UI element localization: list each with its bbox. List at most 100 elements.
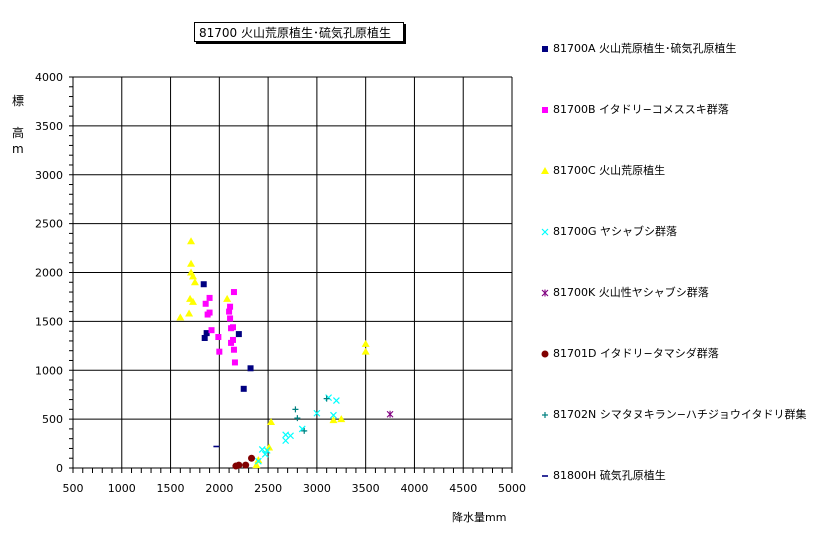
chart-title: 81700 火山荒原植生･硫気孔原植生: [194, 22, 404, 42]
data-point: [235, 461, 243, 469]
data-point: [329, 416, 338, 424]
x-tick-label: 1000: [108, 482, 136, 495]
legend-marker-shape: [542, 107, 548, 113]
legend-label: 81701D イタドリ−タマシダ群落: [553, 347, 719, 360]
grid-lines: [69, 76, 513, 473]
y-tick-label: 1500: [35, 315, 63, 328]
x-tick-label: 3500: [352, 482, 380, 495]
data-point: [247, 365, 254, 372]
legend-label: 81700B イタドリ−コメススキ群落: [553, 103, 729, 116]
data-point: [332, 397, 340, 404]
legend-marker: [542, 412, 548, 418]
data-point: [176, 313, 185, 321]
tick-labels: 500 1000 1500 2000 2500 3000 3500 4000 4500 5000 0…: [35, 71, 526, 495]
y-tick-label: 3000: [35, 169, 63, 182]
legend-item: 81701D イタドリ−タマシダ群落: [540, 345, 719, 361]
data-point: [223, 294, 232, 302]
legend-item: 81700B イタドリ−コメススキ群落: [540, 101, 729, 117]
data-point: [200, 281, 207, 288]
legend-label: 81800H 硫気孔原植生: [553, 469, 666, 482]
data-point: [248, 454, 256, 462]
x-tick-label: 1500: [157, 482, 185, 495]
data-point: [313, 409, 321, 417]
data-point: [188, 297, 197, 305]
legend-item: 81700K 火山性ヤシャブシ群落: [540, 284, 709, 300]
x-tick-label: 5000: [498, 482, 526, 495]
legend-marker-shape: [541, 167, 549, 174]
legend-marker-shape: [541, 289, 549, 297]
legend-label: 81700K 火山性ヤシャブシ群落: [553, 286, 709, 299]
data-point: [287, 432, 294, 440]
data-point: [265, 443, 274, 451]
data-point: [386, 410, 394, 418]
legend-marker: [542, 107, 548, 113]
data-point: [235, 331, 242, 338]
data-point: [242, 461, 250, 469]
legend-marker: [541, 228, 549, 236]
data-point: [226, 308, 233, 315]
x-tick-label: 500: [63, 482, 84, 495]
data-point: [240, 385, 247, 392]
data-points: [176, 237, 394, 470]
y-tick-label: 2000: [35, 267, 63, 280]
y-axis-label-3: m: [12, 142, 24, 156]
y-tick-label: 0: [56, 462, 63, 475]
data-point: [230, 289, 237, 296]
y-tick-label: 3500: [35, 120, 63, 133]
data-point: [323, 395, 330, 402]
data-point: [203, 330, 210, 337]
data-point: [187, 259, 196, 267]
y-axis-label-2: 高: [12, 126, 25, 140]
data-point: [190, 278, 199, 286]
data-point: [361, 347, 370, 355]
data-point: [254, 457, 262, 465]
data-point: [301, 427, 308, 434]
data-point: [361, 339, 370, 347]
legend-label: 81700C 火山荒原植生: [553, 164, 666, 177]
legend-marker-shape: [541, 228, 549, 236]
data-point: [185, 309, 194, 317]
data-point: [252, 461, 261, 469]
data-point: [227, 303, 234, 310]
legend-marker: [542, 475, 548, 477]
x-tick-label: 4000: [400, 482, 428, 495]
x-axis-label: 降水量mm: [452, 511, 507, 524]
legend-marker: [542, 46, 548, 52]
x-tick-label: 2000: [205, 482, 233, 495]
data-point: [254, 456, 263, 464]
y-tick-label: 500: [42, 413, 63, 426]
data-point: [228, 339, 235, 346]
legend-label: 81702N シマタヌキラン−ハチジョウイタドリ群集: [553, 408, 807, 421]
data-point: [202, 300, 209, 307]
data-point: [188, 272, 197, 280]
x-tick-label: 3000: [303, 482, 331, 495]
data-point: [201, 334, 208, 341]
y-tick-label: 4000: [35, 71, 63, 84]
legend-marker: [541, 289, 549, 297]
data-point: [231, 359, 238, 366]
data-point: [337, 415, 346, 423]
data-point: [227, 315, 234, 322]
data-point: [208, 327, 215, 334]
legend-item: 81700C 火山荒原植生: [540, 162, 665, 178]
data-point: [206, 294, 213, 301]
data-point: [216, 348, 223, 355]
data-point: [330, 411, 337, 419]
legend-item: 81700G ヤシャブシ群落: [540, 223, 677, 239]
legend-label: 81700A 火山荒原植生･硫気孔原植生: [553, 42, 737, 55]
legend-marker-shape: [542, 46, 548, 52]
legend-item: 81700A 火山荒原植生･硫気孔原植生: [540, 40, 737, 56]
legend-marker: [541, 167, 549, 174]
data-point: [215, 334, 222, 341]
legend-item: 81800H 硫気孔原植生: [540, 467, 666, 483]
x-tick-label: 4500: [449, 482, 477, 495]
legend-marker-shape: [541, 350, 549, 358]
legend-marker-shape: [542, 412, 548, 418]
legend-label: 81700G ヤシャブシ群落: [553, 225, 678, 238]
y-tick-label: 1000: [35, 364, 63, 377]
data-point: [229, 324, 236, 331]
legend-marker: [541, 350, 549, 358]
data-point: [263, 446, 271, 454]
y-tick-label: 2500: [35, 218, 63, 231]
